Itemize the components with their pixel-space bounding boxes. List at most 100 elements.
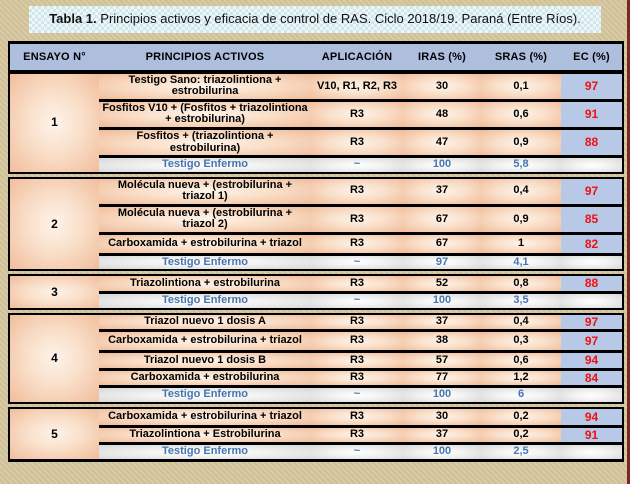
application-stage: R3 (311, 329, 403, 352)
ec-value: 91 (561, 424, 623, 444)
control-row: Testigo Enfermo ~ 100 2,5 (9, 442, 623, 461)
table-row: Triazolintiona + Estrobilurina R3 37 0,2… (9, 424, 623, 444)
ec-value (561, 291, 623, 312)
active-principle: Fosfitos + (triazolintiona + estrobiluri… (99, 127, 311, 157)
control-row: Testigo Enfermo ~ 97 4,1 (9, 252, 623, 273)
col-header-aplicacion: APLICACIÓN (311, 42, 403, 74)
application-stage: ~ (311, 442, 403, 461)
sras-value: 6 (481, 385, 561, 406)
application-stage: R3 (311, 171, 403, 206)
active-principle: Molécula nueva + (estrobilurina + triazo… (99, 203, 311, 234)
control-row: Testigo Enfermo ~ 100 3,5 (9, 291, 623, 312)
col-header-sras: SRAS (%) (481, 42, 561, 74)
ec-value (561, 442, 623, 461)
table-row: 4 Triazol nuevo 1 dosis A R3 37 0,4 97 (9, 307, 623, 406)
col-header-ensayo: ENSAYO N° (9, 42, 99, 74)
sras-value: 5,8 (481, 155, 561, 176)
application-stage: ~ (311, 385, 403, 406)
iras-value: 30 (403, 71, 481, 101)
ec-value (561, 252, 623, 273)
iras-value: 52 (403, 269, 481, 293)
ec-value: 94 (561, 401, 623, 427)
control-row: Testigo Enfermo ~ 100 5,8 (9, 155, 623, 176)
group-ensayo-1: 1 Testigo Sano: triazolintiona + estrobi… (9, 71, 623, 176)
iras-value: 77 (403, 367, 481, 387)
ec-value: 85 (561, 203, 623, 234)
group-ensayo-4: 4 Triazol nuevo 1 dosis A R3 37 0,4 97 C… (9, 307, 623, 406)
ec-value: 82 (561, 231, 623, 255)
sras-value: 0,8 (481, 269, 561, 293)
active-principle: Triazolintiona + Estrobilurina (99, 424, 311, 444)
application-stage: R3 (311, 269, 403, 293)
active-principle: Molécula nueva + (estrobilurina + triazo… (99, 171, 311, 206)
col-header-principios: PRINCIPIOS ACTIVOS (99, 42, 311, 74)
ec-value: 88 (561, 127, 623, 157)
sras-value: 0,6 (481, 98, 561, 129)
active-principle: Triazol nuevo 1 dosis A (99, 307, 311, 331)
iras-value: 38 (403, 329, 481, 352)
sras-value: 0,9 (481, 203, 561, 234)
table-row: 2 Molécula nueva + (estrobilurina + tria… (9, 171, 623, 273)
active-principle: Testigo Enfermo (99, 385, 311, 406)
table-row: Fosfitos + (triazolintiona + estrobiluri… (9, 127, 623, 157)
application-stage: R3 (311, 424, 403, 444)
right-edge-accent (627, 0, 630, 484)
application-stage: R3 (311, 231, 403, 255)
active-principle: Testigo Enfermo (99, 442, 311, 461)
col-header-ec: EC (%) (561, 42, 623, 74)
sras-value: 1,2 (481, 367, 561, 387)
active-principle: Carboxamida + estrobilurina + triazol (99, 401, 311, 427)
table-caption-text: Principios activos y eficacia de control… (96, 11, 581, 26)
control-row: Testigo Enfermo ~ 100 6 (9, 385, 623, 406)
results-table: ENSAYO N° PRINCIPIOS ACTIVOS APLICACIÓN … (8, 40, 624, 463)
sras-value: 0,1 (481, 71, 561, 101)
table-caption: Tabla 1. Principios activos y eficacia d… (29, 6, 601, 33)
active-principle: Triazolintiona + estrobilurina (99, 269, 311, 293)
ec-value: 97 (561, 71, 623, 101)
table-caption-label: Tabla 1. (49, 11, 97, 26)
application-stage: R3 (311, 127, 403, 157)
ec-value: 97 (561, 329, 623, 352)
iras-value: 57 (403, 350, 481, 370)
table-row: Molécula nueva + (estrobilurina + triazo… (9, 203, 623, 234)
table-row: Carboxamida + estrobilurina R3 77 1,2 84 (9, 367, 623, 387)
ensayo-number: 1 (9, 71, 99, 176)
iras-value: 67 (403, 231, 481, 255)
ec-value (561, 385, 623, 406)
table-row: Carboxamida + estrobilurina + triazol R3… (9, 231, 623, 255)
active-principle: Carboxamida + estrobilurina + triazol (99, 231, 311, 255)
sras-value: 1 (481, 231, 561, 255)
sras-value: 2,5 (481, 442, 561, 461)
table-row: 3 Triazolintiona + estrobilurina R3 52 0… (9, 269, 623, 312)
iras-value: 100 (403, 155, 481, 176)
active-principle: Testigo Enfermo (99, 155, 311, 176)
ec-value: 97 (561, 171, 623, 206)
sras-value: 3,5 (481, 291, 561, 312)
header-row: ENSAYO N° PRINCIPIOS ACTIVOS APLICACIÓN … (9, 42, 623, 74)
iras-value: 48 (403, 98, 481, 129)
sras-value: 0,6 (481, 350, 561, 370)
active-principle: Testigo Sano: triazolintiona + estrobilu… (99, 71, 311, 101)
iras-value: 100 (403, 385, 481, 406)
iras-value: 100 (403, 442, 481, 461)
application-stage: R3 (311, 203, 403, 234)
sras-value: 0,4 (481, 171, 561, 206)
table-row: 5 Carboxamida + estrobilurina + triazol … (9, 401, 623, 461)
ec-value: 97 (561, 307, 623, 331)
active-principle: Carboxamida + estrobilurina + triazol (99, 329, 311, 352)
application-stage: ~ (311, 291, 403, 312)
iras-value: 37 (403, 171, 481, 206)
application-stage: ~ (311, 155, 403, 176)
application-stage: R3 (311, 307, 403, 331)
ensayo-number: 5 (9, 401, 99, 461)
sras-value: 0,2 (481, 401, 561, 427)
active-principle: Testigo Enfermo (99, 291, 311, 312)
sras-value: 0,9 (481, 127, 561, 157)
ensayo-number: 2 (9, 171, 99, 273)
table-header: ENSAYO N° PRINCIPIOS ACTIVOS APLICACIÓN … (9, 42, 623, 74)
application-stage: R3 (311, 98, 403, 129)
sras-value: 0,4 (481, 307, 561, 331)
ensayo-number: 4 (9, 307, 99, 406)
ec-value: 84 (561, 367, 623, 387)
